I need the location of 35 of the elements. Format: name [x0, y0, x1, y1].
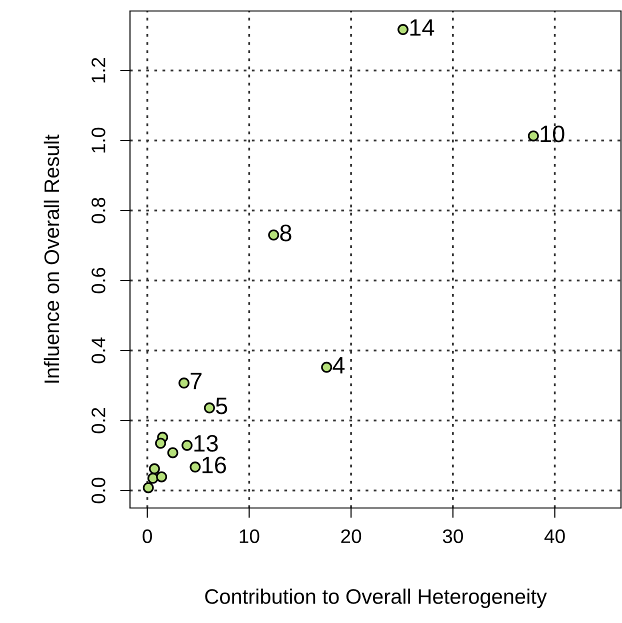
point	[182, 440, 193, 451]
point	[321, 362, 332, 373]
point	[190, 462, 201, 473]
point	[268, 230, 280, 240]
annotation: 8	[280, 224, 292, 242]
annotation: 5	[216, 398, 228, 414]
point	[142, 482, 154, 494]
annotation: 13	[194, 434, 218, 452]
point	[156, 471, 168, 482]
x-tick-label: 30	[442, 529, 463, 544]
annotation: 16	[202, 456, 226, 474]
point	[178, 378, 190, 389]
point	[148, 463, 160, 474]
y-tick-label: 1.2	[92, 58, 106, 83]
annotation: 10	[540, 126, 564, 142]
y-tick-label: 0.4	[92, 338, 106, 364]
point	[528, 130, 539, 142]
annotation: 4	[332, 357, 345, 374]
point	[398, 24, 408, 36]
y-tick-label: 0.8	[92, 198, 106, 224]
x-tick-label: 40	[544, 529, 565, 544]
y-tick-label: 0.0	[92, 478, 106, 504]
y-tick-label: 1.0	[92, 128, 106, 153]
point	[155, 438, 166, 449]
x-tick-label: 20	[341, 529, 362, 544]
annotation: 7	[190, 372, 202, 390]
point	[204, 402, 215, 414]
annotation: 14	[410, 19, 434, 36]
y-tick-label: 0.2	[92, 408, 106, 434]
x-axis-title: Contribution to Overall Heterogeneity	[205, 588, 547, 608]
point	[167, 447, 178, 458]
y-axis-title: Influence on Overall Result	[44, 134, 60, 383]
x-tick-label: 10	[240, 529, 260, 544]
y-tick-label: 0.6	[92, 268, 106, 294]
x-tick-label: 0	[142, 529, 152, 544]
